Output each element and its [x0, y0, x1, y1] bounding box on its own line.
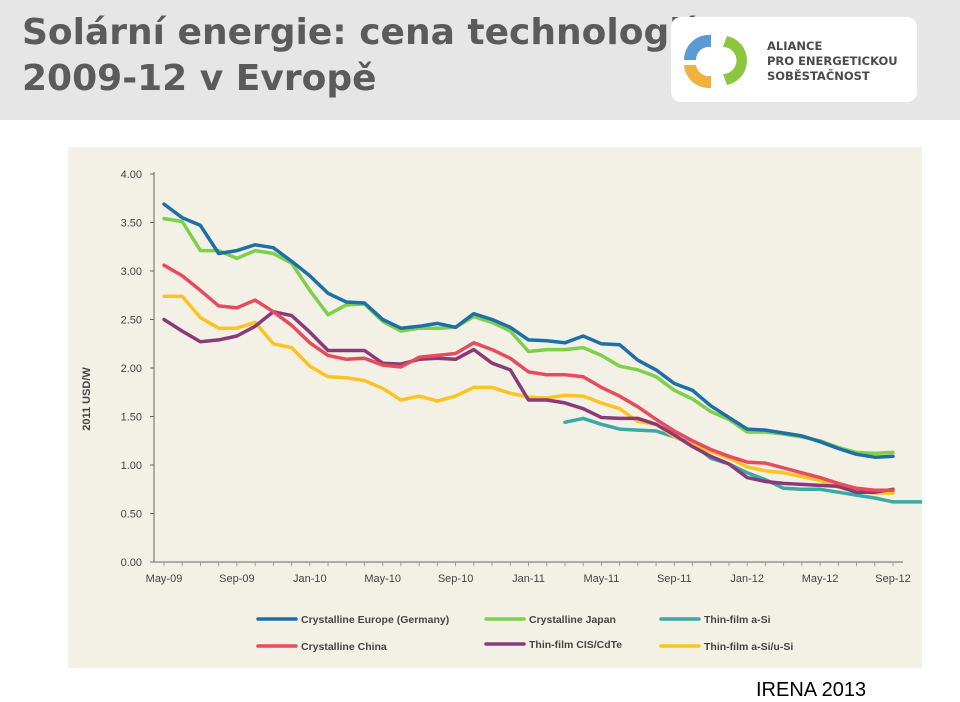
y-axis-label: 2011 USD/W [81, 367, 93, 431]
logo-arc-blue [683, 34, 711, 60]
alliance-logo: ALIANCE PRO ENERGETICKOU SOBĚSTAČNOST [671, 17, 917, 102]
legend-label: Thin-film a-Si/u-Si [704, 641, 793, 653]
legend-label: Crystalline China [301, 641, 387, 653]
x-tick-label: May-09 [146, 573, 183, 585]
series-line-thin-film-a-si-u-si [162, 294, 895, 495]
logo-arc-yellow [684, 65, 711, 89]
series-line-crystalline-china [162, 263, 895, 492]
logo-ring-icon [683, 34, 748, 89]
y-tick-label: 1.50 [121, 412, 142, 424]
series-lines [162, 202, 922, 504]
x-tick-label: Jan-11 [512, 573, 545, 585]
series-line-thin-film-a-si [563, 416, 922, 504]
y-tick-label: 2.00 [121, 363, 142, 375]
series-line-crystalline-europe-germany [162, 202, 895, 459]
x-tick-label: Sep-09 [219, 573, 254, 585]
y-tick-label: 2.50 [121, 315, 142, 327]
y-axis: 0.00 0.50 1.00 1.50 2.00 2.50 3.00 3.50 4.00 [121, 169, 155, 569]
x-tick-label: May-10 [364, 573, 401, 585]
legend-label: Crystalline Japan [529, 614, 616, 626]
legend-label: Thin-film CIS/CdTe [529, 639, 622, 651]
y-tick-label: 4.00 [121, 169, 142, 181]
y-tick-label: 3.00 [121, 266, 142, 278]
source-label: IRENA 2013 [756, 679, 867, 701]
page-title-line1: Solární energie: cena technologií [22, 12, 694, 53]
legend-label: Crystalline Europe (Germany) [301, 614, 449, 626]
x-tick-label: Sep-10 [438, 573, 473, 585]
x-tick-label: Sep-11 [657, 573, 692, 585]
logo-line2: PRO ENERGETICKOU [767, 54, 898, 68]
x-axis: May-09 Sep-09 Jan-10 May-10 Sep-10 Jan-11 May-… [146, 561, 911, 585]
legend-label: Thin-film a-Si [704, 614, 771, 626]
logo-arc-green [723, 36, 748, 85]
header-bar: Solární energie: cena technologií 2009-1… [0, 0, 960, 120]
page-title-line2: 2009-12 v Evropě [22, 58, 377, 99]
price-line-chart: 0.00 0.50 1.00 1.50 2.00 2.50 3.00 3.50 4.00 May… [81, 169, 922, 653]
x-tick-label: May-12 [802, 573, 839, 585]
logo-line1: ALIANCE [767, 39, 823, 53]
chart-panel: 0.00 0.50 1.00 1.50 2.00 2.50 3.00 3.50 4.00 May… [68, 147, 922, 668]
y-tick-label: 1.00 [121, 460, 142, 472]
y-tick-label: 0.00 [121, 557, 142, 569]
y-tick-label: 3.50 [121, 218, 142, 230]
x-tick-label: Jan-12 [730, 573, 764, 585]
logo-text: ALIANCE PRO ENERGETICKOU SOBĚSTAČNOST [767, 39, 898, 84]
series-line-thin-film-cis-cdte [162, 309, 895, 494]
legend: Crystalline Europe (Germany) Crystalline … [256, 614, 793, 653]
x-tick-label: May-11 [583, 573, 619, 585]
page-title: Solární energie: cena technologií 2009-1… [22, 10, 694, 102]
x-tick-label: Jan-10 [293, 573, 327, 585]
logo-line3: SOBĚSTAČNOST [767, 69, 870, 83]
y-tick-label: 0.50 [121, 509, 142, 521]
series-line-crystalline-japan [162, 216, 895, 456]
x-tick-label: Sep-12 [875, 573, 910, 585]
